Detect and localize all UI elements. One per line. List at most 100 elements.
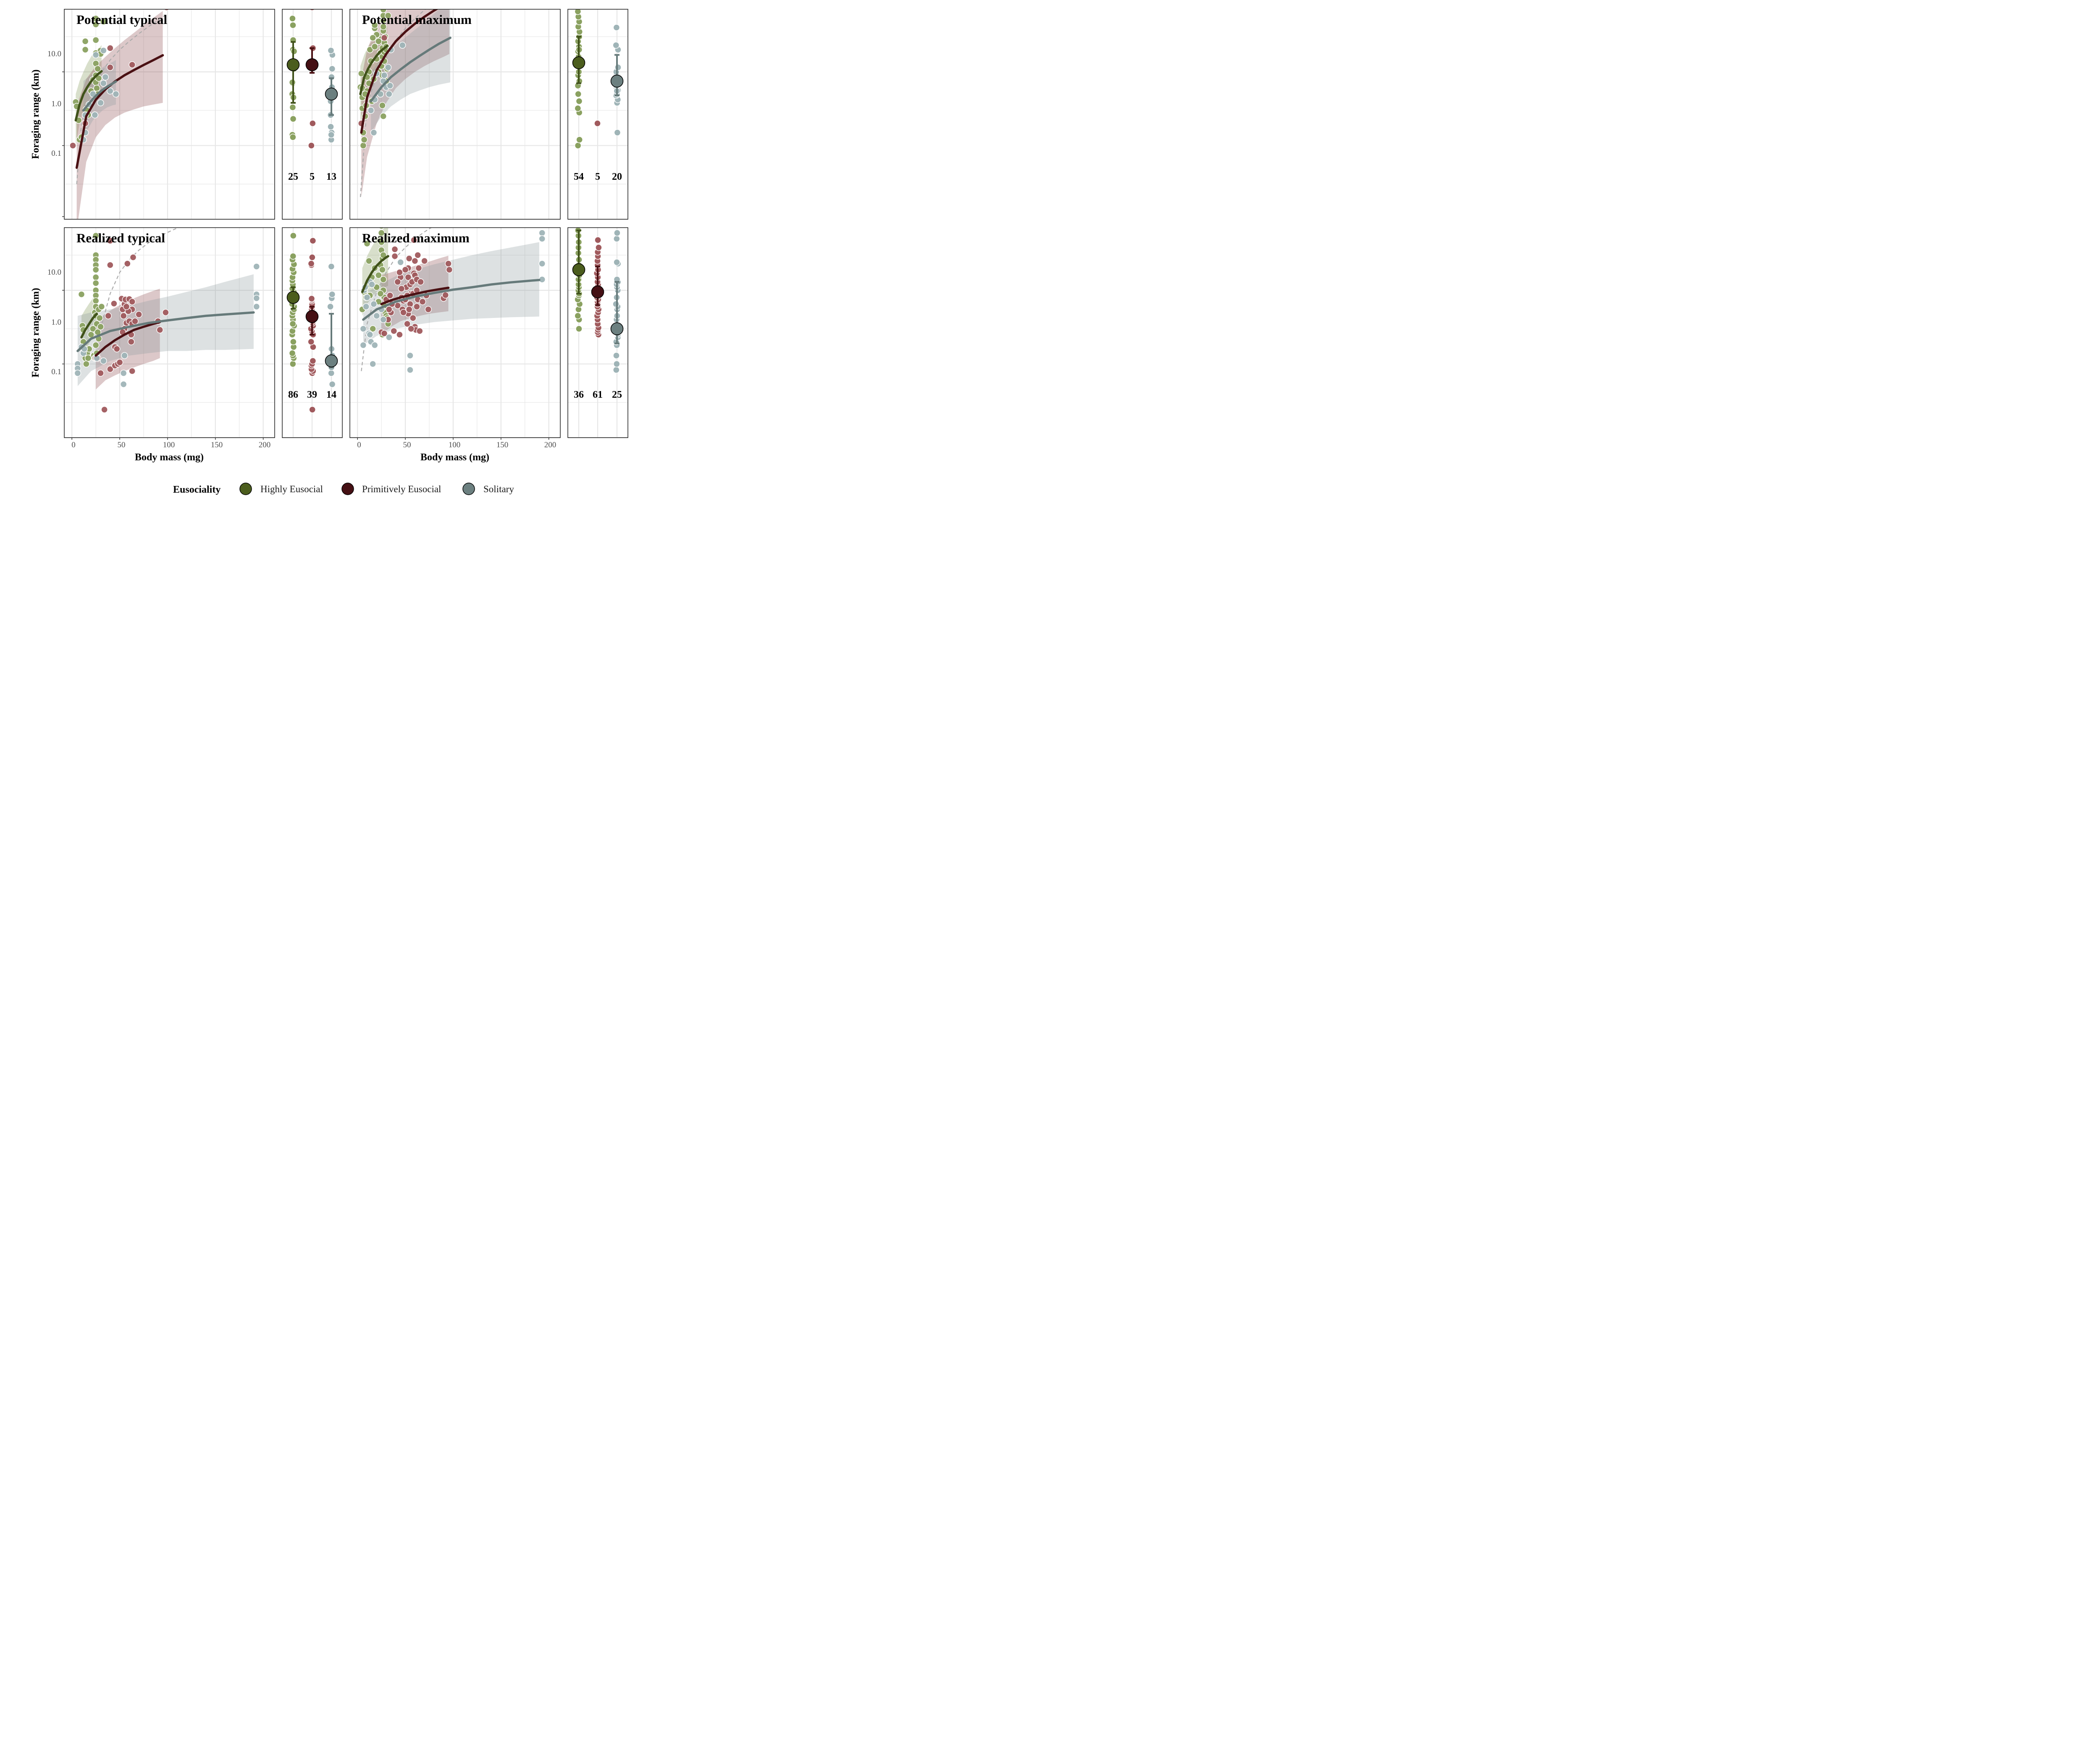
- count-label-highly: 36: [574, 389, 584, 400]
- data-point-primitively: [129, 254, 137, 261]
- summary-point-highly: [289, 134, 297, 141]
- data-point-primitively: [391, 246, 399, 253]
- summary-point-primitively: [309, 9, 315, 11]
- data-point-highly: [366, 46, 374, 53]
- data-point-solitary: [253, 263, 260, 270]
- confidence-band-primitively: [76, 11, 163, 219]
- x-tick-label: 0: [357, 441, 361, 449]
- data-point-primitively: [135, 311, 142, 318]
- data-point-highly: [81, 46, 89, 53]
- data-point-primitively: [445, 260, 452, 267]
- data-point-solitary: [253, 303, 260, 310]
- data-point-solitary: [102, 74, 109, 81]
- summary-point-highly: [575, 206, 581, 213]
- summary-point-primitively: [309, 357, 317, 365]
- fit-line-primitively: [380, 286, 450, 305]
- x-axis-title: Body mass (mg): [420, 452, 489, 463]
- count-label-solitary: 20: [612, 171, 622, 182]
- summary-point-primitively: [308, 295, 315, 302]
- data-point-primitively: [414, 252, 421, 259]
- legend-label-primitively: Primitively Eusocial: [362, 484, 441, 494]
- data-point-highly: [92, 274, 100, 281]
- summary-point-primitively: [594, 120, 601, 127]
- data-point-primitively: [442, 291, 449, 299]
- summary-point-solitary: [613, 24, 620, 31]
- fit-line-highly: [74, 70, 103, 122]
- summary-point-highly: [289, 104, 297, 111]
- data-point-highly: [379, 102, 386, 109]
- summary-point-highly: [576, 220, 583, 227]
- data-point-highly: [380, 113, 387, 120]
- summary-point-primitively: [594, 236, 601, 244]
- data-point-primitively: [110, 300, 118, 307]
- count-label-highly: 54: [574, 171, 584, 182]
- legend: Eusociality Highly Eusocial Primitively …: [173, 483, 514, 495]
- data-point-solitary: [407, 352, 414, 359]
- data-point-primitively: [410, 236, 417, 244]
- data-point-highly: [365, 210, 371, 217]
- data-point-primitively: [415, 265, 423, 272]
- panel-title-potential-typical: Potential typical: [76, 12, 167, 27]
- data-point-highly: [92, 341, 100, 349]
- x-tick-label: 100: [449, 441, 461, 449]
- panels: [62, 0, 628, 440]
- data-point-solitary: [380, 316, 387, 323]
- mean-marker-primitively: [305, 310, 319, 323]
- summary-point-solitary: [613, 352, 620, 359]
- panel-border: [282, 227, 343, 438]
- summary-point-solitary: [327, 47, 335, 54]
- data-point-highly: [380, 0, 386, 3]
- mean-marker-primitively: [591, 285, 604, 299]
- data-point-primitively: [400, 309, 407, 316]
- plot-area: [74, 228, 260, 413]
- mean-marker-primitively: [305, 58, 319, 71]
- summary-point-solitary: [614, 64, 622, 71]
- summary-point-primitively: [309, 237, 317, 244]
- data-point-primitively: [131, 318, 139, 325]
- summary-point-solitary: [328, 65, 336, 73]
- x-tick-label: 150: [496, 441, 509, 449]
- data-point-highly: [375, 272, 382, 279]
- summary-point-solitary: [328, 131, 335, 139]
- y-tick-label: 0.1: [51, 368, 61, 376]
- data-point-primitively: [107, 365, 114, 373]
- panel-realized-typical-summary: [282, 227, 343, 438]
- summary-point-primitively: [309, 254, 316, 261]
- data-point-highly: [378, 239, 385, 246]
- summary-point-highly: [574, 9, 582, 15]
- data-point-highly: [360, 142, 367, 149]
- summary-point-highly: [290, 338, 297, 345]
- confidence-band-solitary: [77, 274, 254, 386]
- summary-area: [286, 232, 338, 413]
- summary-point-primitively: [307, 338, 315, 345]
- panel-border: [567, 227, 628, 438]
- data-point-primitively: [419, 298, 426, 305]
- summary-point-solitary: [328, 370, 335, 377]
- y-axis-title: Foraging range (km): [30, 288, 41, 377]
- data-point-primitively: [120, 312, 127, 320]
- data-point-primitively: [405, 306, 413, 313]
- summary-point-solitary: [613, 360, 620, 368]
- data-point-solitary: [253, 294, 260, 302]
- data-point-primitively: [417, 278, 424, 286]
- reference-curve: [95, 228, 179, 358]
- data-point-primitively: [398, 285, 405, 292]
- data-point-highly: [371, 43, 378, 50]
- data-point-highly: [92, 21, 100, 28]
- panel-realized-maximum-scatter: [349, 210, 561, 440]
- data-point-highly: [81, 38, 89, 45]
- data-point-highly: [377, 290, 384, 297]
- data-point-highly: [371, 21, 378, 29]
- panel-realized-typical-scatter: [62, 216, 275, 440]
- data-point-primitively: [396, 331, 403, 338]
- data-point-solitary: [362, 303, 370, 310]
- fit-line-primitively: [94, 321, 161, 357]
- panel-border: [64, 9, 275, 220]
- data-point-highly: [92, 297, 100, 304]
- count-label-solitary: 13: [326, 171, 336, 182]
- fit-line-primitively: [75, 54, 164, 169]
- data-point-solitary: [386, 82, 394, 89]
- data-point-primitively: [129, 298, 136, 305]
- panel-title-realized-maximum: Realized maximum: [362, 231, 470, 245]
- summary-point-solitary: [613, 366, 620, 373]
